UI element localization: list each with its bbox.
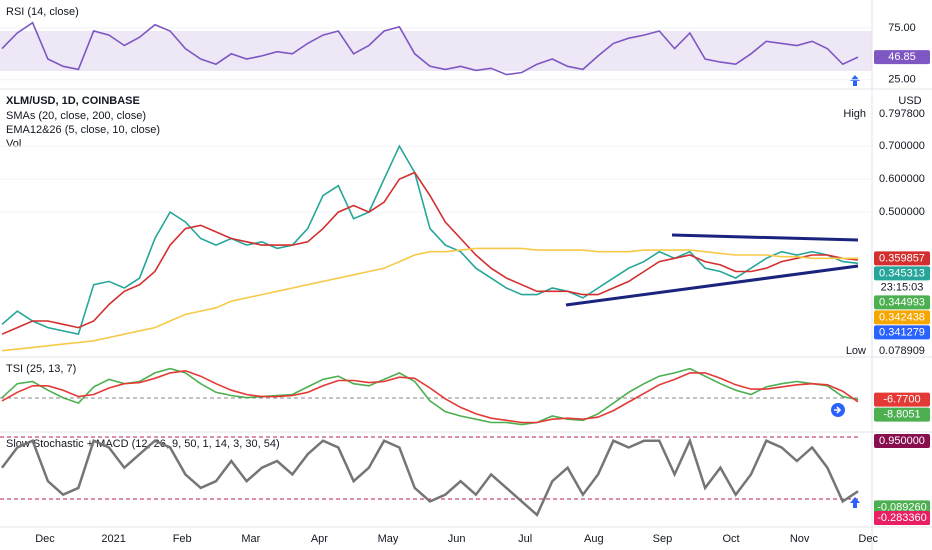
- series-line: [1, 21, 859, 76]
- series-line: [1, 437, 859, 517]
- currency: USD: [898, 95, 921, 107]
- x-tick-label: Oct: [722, 533, 739, 545]
- indicator-title: EMA12&26 (5, close, 10, close): [6, 124, 160, 136]
- series-line: [1, 247, 858, 352]
- x-tick-label: 2021: [101, 533, 125, 545]
- price-badge: [874, 434, 930, 448]
- price-badge: [874, 500, 930, 515]
- low-label: Low: [846, 345, 866, 357]
- price-badge: [874, 511, 930, 525]
- price-badge-label: 0.345313: [879, 267, 925, 279]
- high-value: 0.797800: [879, 108, 925, 120]
- trendline: [565, 264, 859, 307]
- price-badge-label: 0.950000: [879, 435, 925, 447]
- x-tick-label: May: [378, 533, 399, 545]
- x-tick-label: Nov: [790, 533, 810, 545]
- arrow-icon: [834, 406, 842, 414]
- price-badge: [874, 295, 930, 310]
- high-label: High: [843, 108, 866, 120]
- price-badge-label: 0.344993: [879, 296, 925, 308]
- price-badge: [874, 407, 930, 422]
- countdown: 23:15:03: [881, 281, 924, 293]
- price-badge: [874, 266, 930, 281]
- x-tick-label: Dec: [858, 533, 878, 545]
- price-badge-label: 0.342438: [879, 311, 925, 323]
- price-badge-label: -6.7700: [883, 394, 920, 406]
- y-tick-label: 75.00: [888, 22, 916, 34]
- price-badge-label: -0.089260: [877, 501, 927, 513]
- series-line: [1, 367, 859, 426]
- arrow-icon: [850, 75, 860, 86]
- x-tick-label: Jul: [518, 533, 532, 545]
- y-tick-label: 0.500000: [879, 206, 925, 218]
- price-badge: [874, 251, 930, 266]
- x-tick-label: Sep: [653, 533, 673, 545]
- arrow-icon: [850, 497, 860, 508]
- x-tick-label: Aug: [584, 533, 604, 545]
- pane-title: XLM/USD, 1D, COINBASE: [6, 95, 140, 107]
- pane-title: RSI (14, close): [6, 6, 79, 18]
- pane-title: TSI (25, 13, 7): [6, 363, 76, 375]
- price-badge-label: 46.85: [888, 51, 916, 63]
- price-badge: [874, 392, 930, 407]
- price-badge: [874, 310, 930, 325]
- indicator-title: SMAs (20, close, 200, close): [6, 110, 146, 122]
- price-badge-label: 0.359857: [879, 252, 925, 264]
- series-line: [1, 369, 859, 424]
- rsi-band: [0, 31, 872, 71]
- series-line: [1, 171, 859, 335]
- x-tick-label: Jun: [448, 533, 466, 545]
- y-tick-label: 0.700000: [879, 140, 925, 152]
- price-badge-label: 0.341279: [879, 326, 925, 338]
- price-badge-label: -0.283360: [877, 512, 927, 524]
- x-tick-label: Mar: [241, 533, 260, 545]
- y-tick-label: 0.600000: [879, 173, 925, 185]
- x-tick-label: Dec: [35, 533, 55, 545]
- x-tick-label: Feb: [173, 533, 192, 545]
- low-value: 0.078909: [879, 345, 925, 357]
- x-tick-label: Apr: [311, 533, 328, 545]
- trendline: [671, 233, 859, 242]
- price-badge: [874, 325, 930, 340]
- y-tick-label: 25.00: [888, 74, 916, 86]
- pane-title: Slow Stochastic + MACD (12, 26, 9, 50, 1…: [6, 438, 280, 450]
- series-line: [1, 144, 859, 336]
- price-badge-label: -8.8051: [883, 409, 920, 421]
- price-badge: [874, 50, 930, 65]
- indicator-title: Vol: [6, 138, 21, 150]
